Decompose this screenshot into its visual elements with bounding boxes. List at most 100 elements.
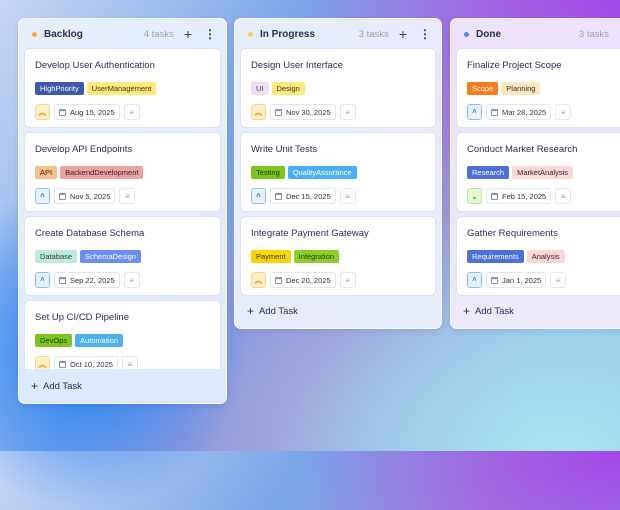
- card-list: Develop User Authentication HighPriority U…: [24, 48, 221, 373]
- add-icon[interactable]: +: [183, 26, 192, 42]
- calendar-icon: [275, 192, 282, 200]
- add-task-button[interactable]: + Add Task: [463, 304, 514, 318]
- description-icon[interactable]: ≡: [339, 272, 356, 288]
- task-title: Write Unit Tests: [251, 144, 318, 155]
- tag-list: HighPriority UserManagement: [35, 82, 210, 95]
- tag: SchemaDesign: [80, 250, 141, 263]
- add-task-label: Add Task: [475, 305, 514, 317]
- chevron-up-icon[interactable]: ^: [251, 188, 266, 204]
- status-dot: [32, 31, 37, 37]
- add-icon[interactable]: +: [398, 26, 407, 42]
- due-date[interactable]: Sep 22, 2025: [54, 272, 120, 288]
- due-date[interactable]: Dec 15, 2025: [270, 188, 336, 204]
- description-icon[interactable]: ≡: [339, 188, 356, 204]
- calendar-icon: [59, 276, 66, 284]
- task-card[interactable]: Develop API Endpoints API BackendDevelopme…: [24, 132, 221, 212]
- due-date[interactable]: Dec 20, 2025: [270, 272, 336, 288]
- task-title: Design User Interface: [251, 60, 343, 71]
- due-date[interactable]: Nov 5, 2025: [54, 188, 116, 204]
- chevron-up-icon[interactable]: ^: [35, 188, 50, 204]
- card-footer: ︽ Dec 20, 2025 ≡: [251, 272, 425, 288]
- tag: Requirements: [467, 250, 524, 263]
- double-chevron-up-icon[interactable]: ︽: [251, 104, 266, 120]
- card-footer: ⌄ Feb 15, 2025 ≡: [467, 188, 613, 204]
- task-card[interactable]: Design User Interface UI Design ︽ Nov 30, 20…: [240, 48, 436, 128]
- task-card[interactable]: Develop User Authentication HighPriority U…: [24, 48, 221, 128]
- description-icon[interactable]: ≡: [339, 104, 356, 120]
- add-task-label: Add Task: [43, 380, 82, 392]
- task-title: Develop API Endpoints: [35, 144, 133, 155]
- tag-list: Testing QualityAssurance: [251, 166, 425, 179]
- add-task-button[interactable]: + Add Task: [31, 379, 82, 393]
- description-icon[interactable]: ≡: [550, 272, 567, 288]
- due-date[interactable]: Mar 28, 2025: [486, 104, 552, 120]
- description-icon[interactable]: ≡: [119, 188, 136, 204]
- due-date[interactable]: Aug 15, 2025: [54, 104, 120, 120]
- description-icon[interactable]: ≡: [555, 188, 572, 204]
- card-list: Design User Interface UI Design ︽ Nov 30, 20…: [240, 48, 436, 300]
- double-chevron-up-icon[interactable]: ︽: [251, 272, 266, 288]
- task-card[interactable]: Gather Requirements Requirements Analysis ^…: [456, 216, 620, 296]
- column-header: Done 3 tasks: [451, 19, 620, 49]
- tag-list: Requirements Analysis: [467, 250, 613, 263]
- column-title: Backlog: [44, 28, 83, 40]
- due-date[interactable]: Nov 30, 2025: [270, 104, 336, 120]
- tag: Payment: [251, 250, 291, 263]
- due-date-text: Dec 15, 2025: [286, 191, 331, 201]
- card-footer: ︽ Nov 30, 2025 ≡: [251, 104, 425, 120]
- task-card[interactable]: Write Unit Tests Testing QualityAssurance ^…: [240, 132, 436, 212]
- calendar-icon: [491, 108, 498, 116]
- more-options-icon[interactable]: ⋮: [204, 27, 216, 41]
- column-title: In Progress: [260, 28, 316, 40]
- task-card[interactable]: Finalize Project Scope Scope Planning ^ Mar …: [456, 48, 620, 128]
- task-title: Develop User Authentication: [35, 60, 155, 71]
- more-options-icon[interactable]: ⋮: [419, 27, 431, 41]
- task-card[interactable]: Integrate Payment Gateway Payment Integrat…: [240, 216, 436, 296]
- double-chevron-up-icon[interactable]: ︽: [35, 104, 50, 120]
- due-date-text: Mar 28, 2025: [502, 107, 547, 117]
- due-date-text: Oct 10, 2025: [70, 359, 113, 369]
- add-task-area: [19, 369, 226, 403]
- column-title: Done: [476, 28, 501, 40]
- due-date-text: Sep 22, 2025: [70, 275, 115, 285]
- chevron-up-icon[interactable]: ^: [35, 272, 50, 288]
- tag-list: Database SchemaDesign: [35, 250, 210, 263]
- due-date[interactable]: Feb 15, 2025: [486, 188, 552, 204]
- plus-icon: +: [247, 304, 255, 318]
- description-icon[interactable]: ≡: [555, 104, 572, 120]
- tag: Analysis: [526, 250, 565, 263]
- task-card[interactable]: Create Database Schema Database SchemaDesi…: [24, 216, 221, 296]
- task-card[interactable]: Set Up CI/CD Pipeline DevOps Automation ︽ Oc…: [24, 300, 221, 373]
- add-task-button[interactable]: + Add Task: [247, 304, 298, 318]
- task-card[interactable]: Conduct Market Research Research MarketAna…: [456, 132, 620, 212]
- tag-list: Payment Integration: [251, 250, 425, 263]
- card-footer: ^ Sep 22, 2025 ≡: [35, 272, 210, 288]
- chevron-up-icon[interactable]: ^: [467, 104, 482, 120]
- description-icon[interactable]: ≡: [123, 272, 140, 288]
- column-header: Backlog 4 tasks + ⋮: [19, 19, 226, 49]
- card-footer: ︽ Aug 15, 2025 ≡: [35, 104, 210, 120]
- due-date-text: Nov 5, 2025: [70, 191, 111, 201]
- tag-list: Research MarketAnalysis: [467, 166, 613, 179]
- chevron-up-icon[interactable]: ^: [467, 272, 482, 288]
- tag: QualityAssurance: [287, 166, 357, 179]
- due-date[interactable]: Jan 1, 2025: [486, 272, 547, 288]
- task-title: Set Up CI/CD Pipeline: [35, 312, 129, 323]
- task-title: Finalize Project Scope: [467, 60, 562, 71]
- tag: MarketAnalysis: [512, 166, 573, 179]
- chevron-down-icon[interactable]: ⌄: [467, 188, 482, 204]
- status-dot: [248, 31, 253, 37]
- calendar-icon: [59, 360, 66, 368]
- due-date-text: Feb 15, 2025: [502, 191, 547, 201]
- tag: Scope: [467, 82, 499, 95]
- due-date-text: Jan 1, 2025: [502, 275, 542, 285]
- plus-icon: +: [463, 304, 471, 318]
- tag: UI: [251, 82, 269, 95]
- description-icon[interactable]: ≡: [123, 104, 140, 120]
- task-title: Integrate Payment Gateway: [251, 228, 369, 239]
- task-count: 3 tasks: [578, 28, 609, 40]
- tag-list: Scope Planning: [467, 82, 613, 95]
- tag: Automation: [75, 334, 124, 347]
- column-header: In Progress 3 tasks + ⋮: [235, 19, 441, 49]
- calendar-icon: [491, 192, 498, 200]
